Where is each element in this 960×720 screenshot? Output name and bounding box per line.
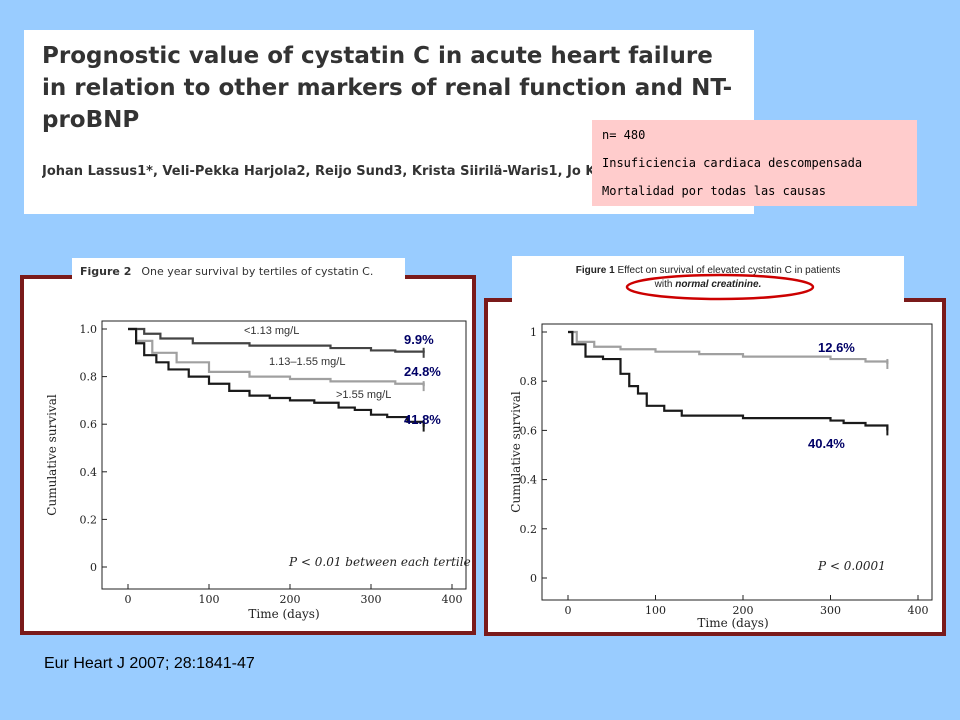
study-info-box: n= 480 Insuficiencia cardiaca descompens… <box>592 120 917 206</box>
figure-1-caption-text: Effect on survival of elevated cystatin … <box>617 265 841 276</box>
series-label: 1.13–1.55 mg/L <box>269 356 345 368</box>
figure-2-caption-label: Figure 2 <box>80 265 132 278</box>
info-outcome: Mortalidad por todas las causas <box>602 184 826 198</box>
x-axis-title: Time (days) <box>248 607 319 621</box>
survival-curve-1 <box>568 330 889 364</box>
y-tick-label: 0.4 <box>80 466 98 479</box>
mortality-label: 24.8% <box>404 364 441 379</box>
y-axis-title: Cumulative survival <box>45 394 59 516</box>
plot-frame <box>541 323 933 601</box>
x-tick-label: 100 <box>645 604 666 617</box>
info-sample-size: n= 480 <box>602 128 646 142</box>
highlight-ellipse <box>625 273 815 301</box>
y-tick-label: 0.8 <box>520 375 538 388</box>
y-tick-label: 0.2 <box>80 513 98 526</box>
y-tick-label: 1 <box>530 326 537 339</box>
figure-1-caption: Figure 1 Effect on survival of elevated … <box>512 256 904 302</box>
series-label: <1.13 mg/L <box>244 325 299 337</box>
p-value-annotation: P < 0.0001 <box>817 559 886 573</box>
paper-title: Prognostic value of cystatin C in acute … <box>42 43 733 133</box>
x-tick-label: 100 <box>199 593 220 606</box>
y-tick-label: 0.6 <box>80 418 98 431</box>
y-tick-label: 0 <box>530 572 537 585</box>
y-tick-label: 0.4 <box>520 474 538 487</box>
y-tick-label: 1.0 <box>80 323 98 336</box>
figure-1-caption-with: with <box>654 279 673 290</box>
info-condition: Insuficiencia cardiaca descompensada <box>602 156 863 170</box>
figure-1-caption-emphasis: normal creatinine. <box>675 279 762 290</box>
y-tick-label: 0.8 <box>80 371 98 384</box>
figure-2-panel: 0 0.2 0.4 0.6 0.8 1.0 0 100 200 300 400 Time (days)… <box>20 275 476 635</box>
survival-curve-2 <box>568 330 889 431</box>
p-value-annotation: P < 0.01 between each tertile <box>288 555 471 569</box>
x-tick-label: 200 <box>733 604 754 617</box>
figure-2-caption: Figure 2 One year survival by tertiles of… <box>72 258 405 286</box>
mortality-label: 12.6% <box>818 340 855 355</box>
survival-curve-3 <box>128 327 425 427</box>
x-tick-label: 400 <box>908 604 929 617</box>
figure-2-caption-text: One year survival by tertiles of cystati… <box>141 265 374 278</box>
paper-authors: Johan Lassus1*, Veli-Pekka Harjola2, Rei… <box>42 164 742 179</box>
y-tick-label: 0 <box>90 561 97 574</box>
series-label: >1.55 mg/L <box>336 389 391 401</box>
x-tick-label: 300 <box>361 593 382 606</box>
x-tick-label: 0 <box>125 593 132 606</box>
x-tick-label: 0 <box>565 604 572 617</box>
figure-1-chart: 0 0.2 0.4 0.6 0.8 1 0 100 200 300 400 Time (days) Cu… <box>509 323 933 630</box>
y-tick-label: 0.6 <box>520 424 538 437</box>
x-axis-title: Time (days) <box>697 616 768 630</box>
figure-1-caption-label: Figure 1 <box>575 265 615 276</box>
mortality-label: 41.8% <box>404 412 441 427</box>
survival-curve-1 <box>128 327 425 353</box>
mortality-label: 40.4% <box>808 436 845 451</box>
figure-2-chart: 0 0.2 0.4 0.6 0.8 1.0 0 100 200 300 400 Time (days)… <box>45 320 471 621</box>
survival-curve-2 <box>128 327 425 387</box>
x-tick-label: 300 <box>820 604 841 617</box>
mortality-label: 9.9% <box>404 332 434 347</box>
x-tick-label: 400 <box>442 593 463 606</box>
y-axis-title: Cumulative survival <box>509 391 523 513</box>
plot-frame <box>101 320 467 590</box>
citation: Eur Heart J 2007; 28:1841-47 <box>44 655 255 672</box>
y-tick-label: 0.2 <box>520 523 538 536</box>
figure-1-panel: 0 0.2 0.4 0.6 0.8 1 0 100 200 300 400 Time (days) Cu… <box>484 298 946 636</box>
x-tick-label: 200 <box>280 593 301 606</box>
